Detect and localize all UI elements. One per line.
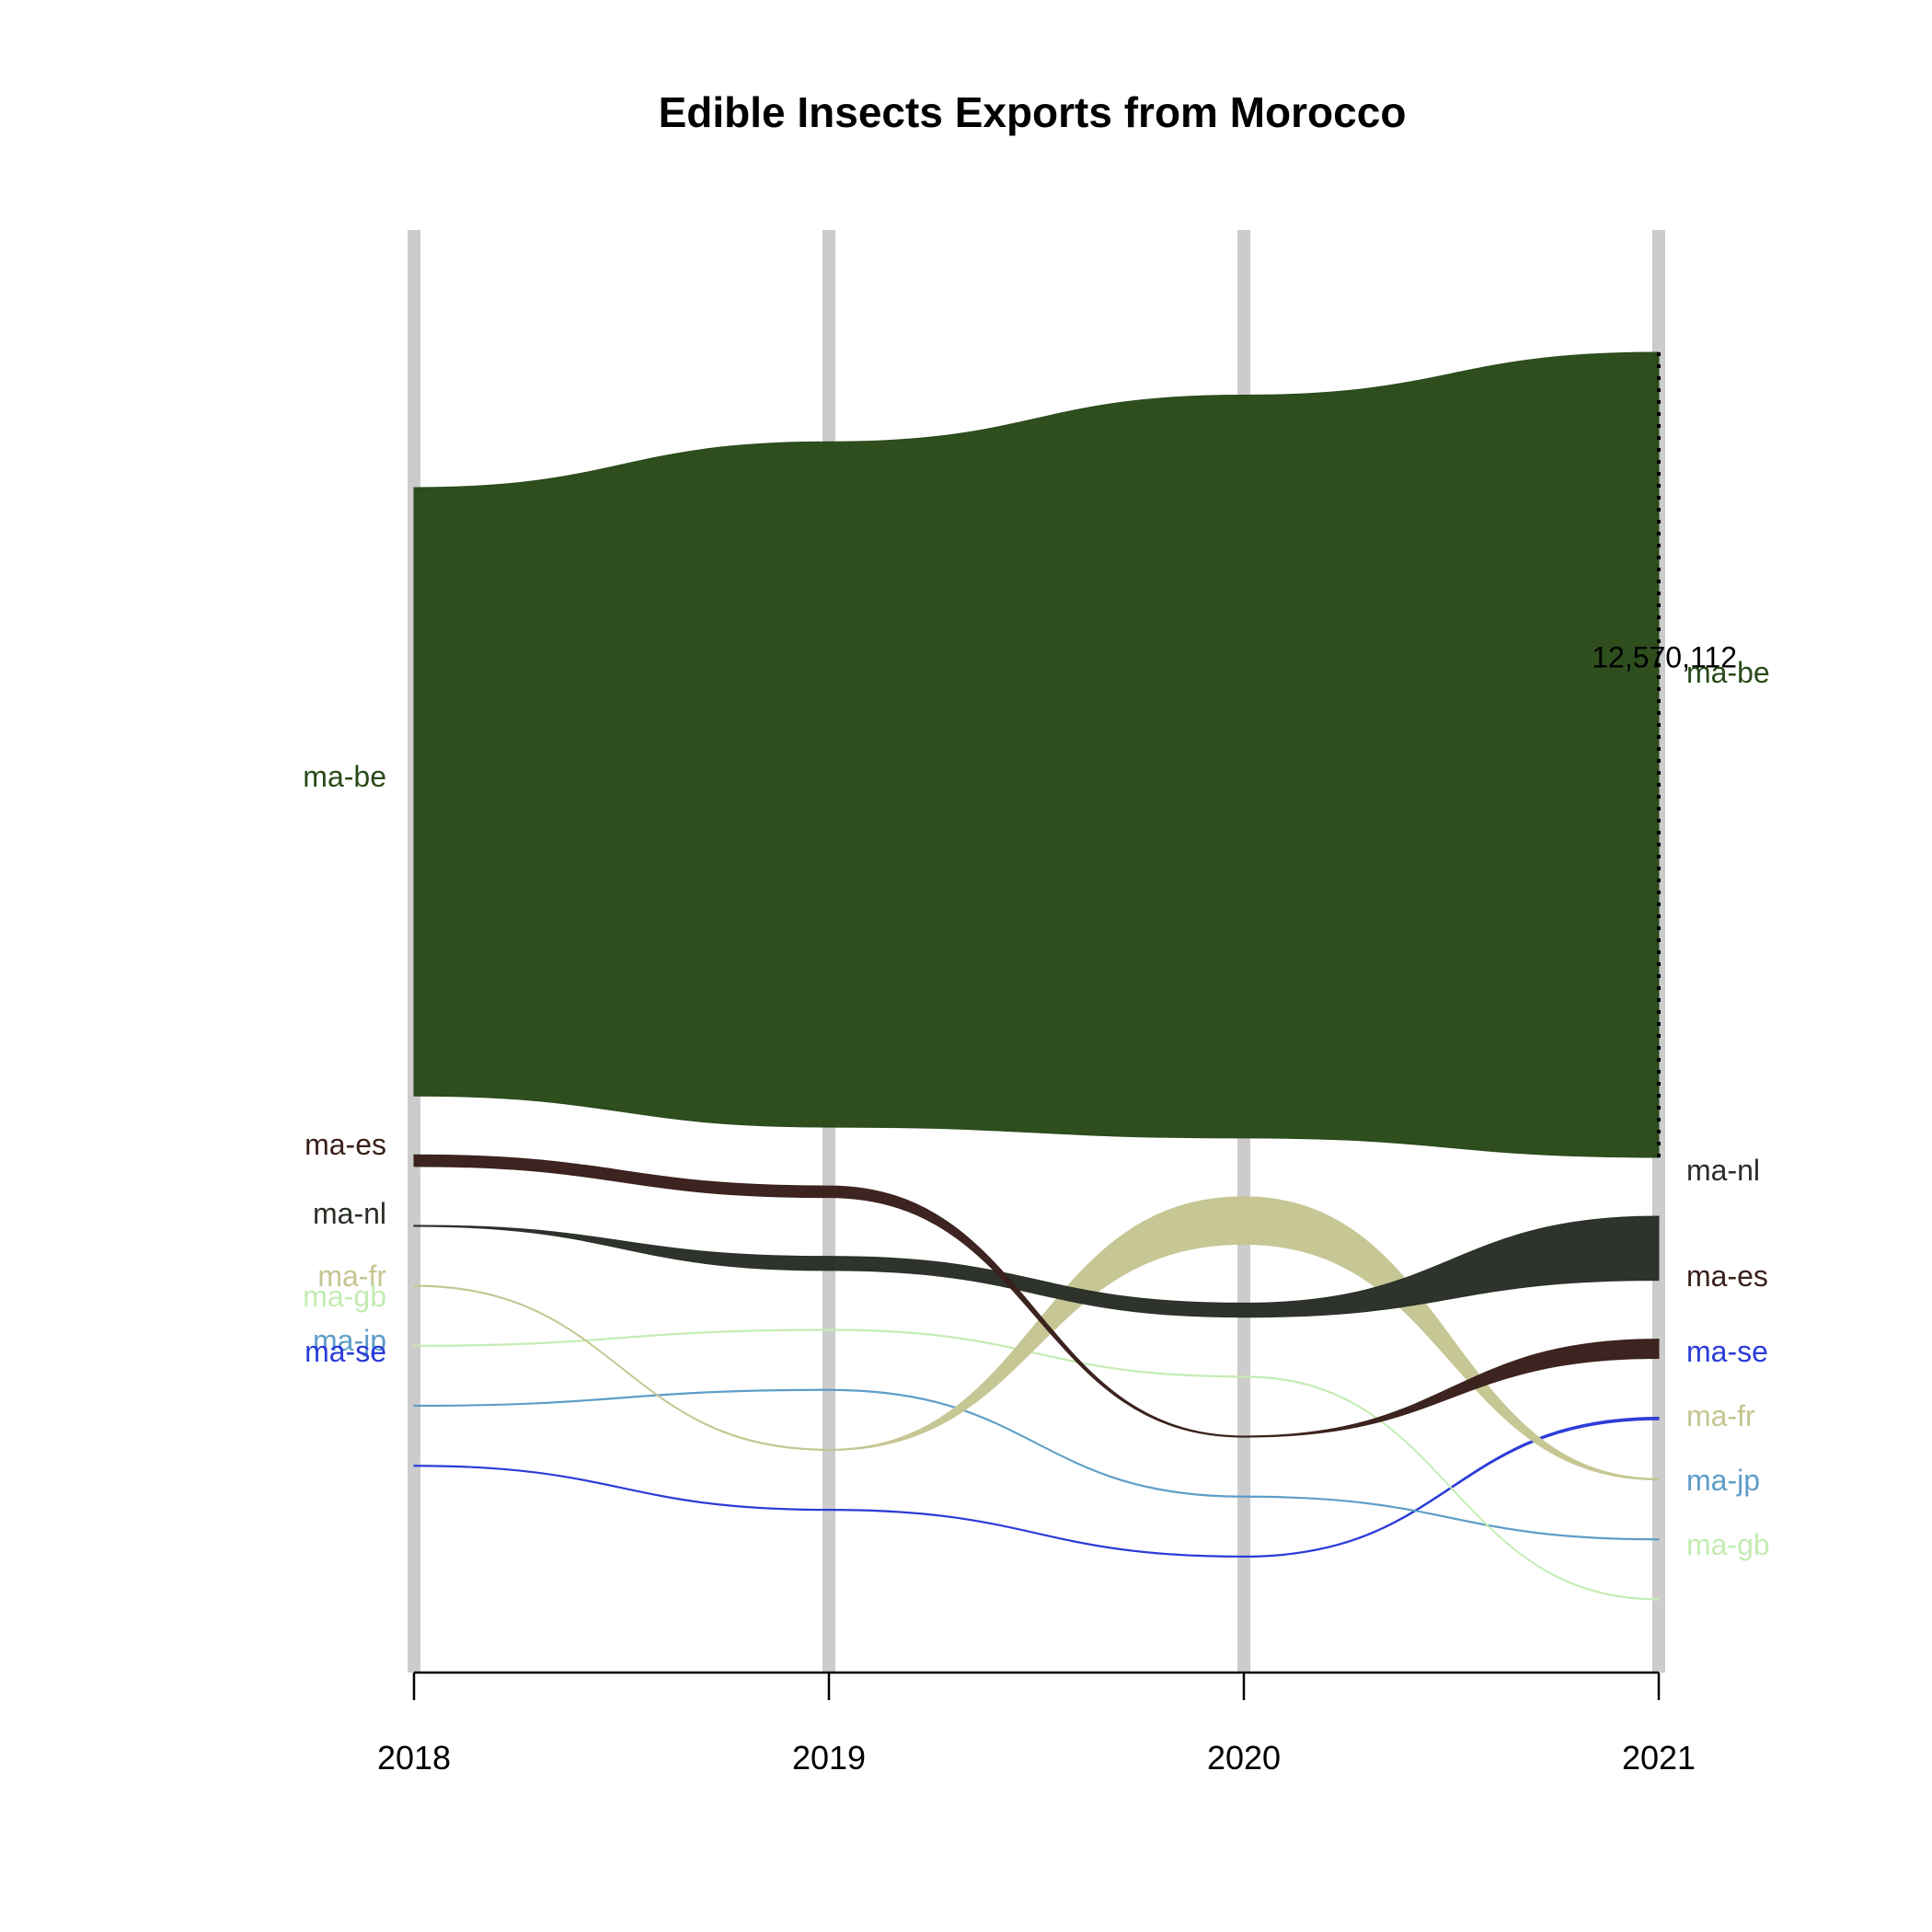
value-marker: 12,570,112: [1592, 351, 1737, 1157]
right-label-ma-be: ma-be: [1686, 656, 1770, 689]
left-label-ma-fr: ma-fr: [317, 1259, 386, 1293]
left-label-ma-es: ma-es: [305, 1128, 386, 1161]
right-label-ma-es: ma-es: [1686, 1259, 1768, 1293]
series-labels: ma-bema-esma-nlma-frma-gbma-jpma-sema-be…: [303, 656, 1769, 1561]
series-ribbons: [413, 351, 1660, 1601]
x-tick-label-2018: 2018: [377, 1739, 451, 1777]
x-tick-label-2021: 2021: [1622, 1739, 1696, 1777]
ribbon-ma-gb: [413, 1328, 1660, 1601]
ribbon-ma-fr: [413, 1196, 1660, 1481]
left-label-ma-se: ma-se: [305, 1335, 386, 1368]
left-label-ma-nl: ma-nl: [313, 1197, 386, 1230]
right-label-ma-jp: ma-jp: [1686, 1464, 1760, 1497]
ribbon-ma-es: [413, 1154, 1660, 1438]
left-label-ma-gb: ma-gb: [303, 1280, 386, 1313]
chart-title: Edible Insects Exports from Morocco: [659, 88, 1407, 136]
left-label-ma-jp: ma-jp: [313, 1324, 386, 1357]
right-label-ma-fr: ma-fr: [1686, 1399, 1755, 1432]
x-tick-label-2020: 2020: [1207, 1739, 1281, 1777]
right-label-ma-nl: ma-nl: [1686, 1154, 1760, 1187]
x-axis: 2018 2019 2020 2021: [377, 1671, 1696, 1777]
right-label-ma-gb: ma-gb: [1686, 1528, 1770, 1561]
ribbon-ma-be: [413, 351, 1660, 1158]
value-annotation: 12,570,112: [1592, 640, 1737, 673]
x-tick-label-2019: 2019: [792, 1739, 866, 1777]
ribbon-ma-nl: [413, 1215, 1660, 1318]
ribbon-ma-se: [413, 1416, 1660, 1558]
left-label-ma-be: ma-be: [303, 760, 386, 793]
right-label-ma-se: ma-se: [1686, 1335, 1768, 1368]
ribbon-ma-jp: [413, 1388, 1660, 1541]
